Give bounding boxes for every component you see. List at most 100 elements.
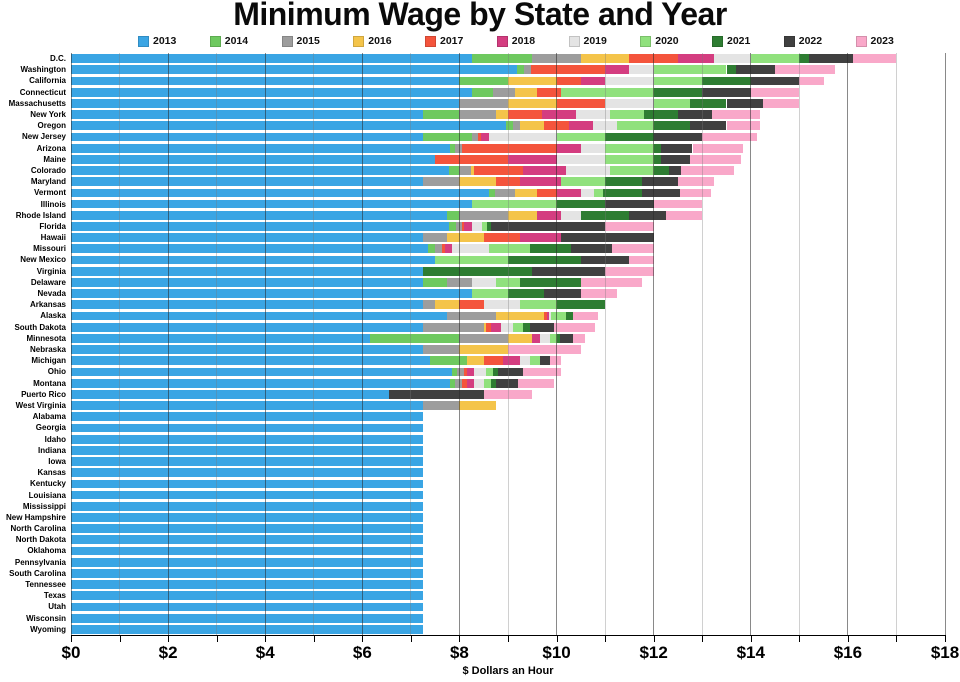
bar-segment-2018: [464, 222, 472, 231]
bar-segment-2021: [653, 87, 703, 97]
legend-label-2015: 2015: [296, 35, 320, 47]
bar-segment-2018: [444, 244, 453, 254]
legend-swatch-2019: [568, 35, 580, 47]
bar-row-washington: [71, 65, 945, 75]
bar-segment-2019: [500, 322, 513, 332]
bar-row-utah: [71, 602, 945, 612]
bar-segment-2017: [461, 143, 557, 153]
legend-item-2020: 2020: [640, 35, 679, 47]
bar-segment-2017: [459, 300, 484, 310]
bar-segment-2013: [71, 602, 424, 612]
bar-segment-2022: [571, 244, 613, 254]
gridline-15: [798, 53, 800, 635]
bar-segment-2014: [449, 222, 457, 231]
gridline-4: [264, 53, 266, 635]
bar-segment-2019: [575, 110, 610, 119]
bar-segment-2016: [520, 121, 545, 131]
bar-segment-2023: [605, 222, 654, 231]
bar-segment-2021: [690, 98, 727, 108]
bar-segment-2013: [71, 513, 424, 522]
bar-segment-2018: [520, 177, 562, 187]
legend-swatch-2013: [138, 35, 149, 47]
bar-segment-2023: [690, 154, 742, 164]
y-label-mississippi: Mississippi: [22, 501, 66, 511]
bar-segment-2019: [474, 378, 484, 388]
bar-segment-2020: [609, 110, 644, 119]
y-label-new-jersey: New Jersey: [21, 132, 66, 142]
gridline-5: [313, 53, 315, 635]
bar-segment-2013: [71, 434, 424, 444]
bar-segment-2021: [580, 210, 630, 220]
y-label-nebraska: Nebraska: [29, 345, 66, 354]
legend-label-2016: 2016: [368, 35, 392, 47]
bar-segment-2021: [556, 334, 561, 343]
bar-segment-2015: [423, 322, 484, 332]
gridline-1: [119, 53, 121, 635]
bar-segment-2023: [580, 289, 618, 299]
y-label-oregon: Oregon: [37, 121, 66, 131]
bar-row-vermont: [71, 188, 945, 198]
bar-segment-2020: [549, 334, 557, 343]
gridline-9: [507, 53, 509, 635]
bar-segment-2017: [556, 76, 581, 86]
bar-segment-2013: [71, 535, 424, 545]
y-label-west-virginia: West Virginia: [15, 400, 66, 410]
bar-row-maine: [71, 154, 945, 164]
x-tick-1: [119, 636, 121, 642]
gridline-12: [653, 53, 655, 635]
bar-segment-2022: [532, 266, 606, 276]
x-tick-label-16: $16: [833, 643, 863, 662]
x-tick-label-0: $0: [61, 643, 81, 662]
bar-segment-2013: [71, 423, 424, 433]
x-axis-line: [71, 635, 946, 637]
bar-segment-2013: [71, 87, 472, 97]
bar-row-west-virginia: [71, 401, 945, 410]
bar-segment-2021: [605, 177, 642, 187]
bar-segment-2013: [71, 356, 431, 366]
y-label-new-york: New York: [30, 109, 66, 119]
bar-segment-2016: [459, 177, 496, 187]
bar-row-alaska: [71, 311, 945, 321]
bar-segment-2021: [493, 367, 499, 377]
bar-segment-2018: [556, 188, 581, 198]
bar-segment-2013: [71, 591, 424, 601]
bar-segment-2015: [423, 345, 460, 354]
bar-segment-2015: [423, 233, 448, 243]
bar-segment-2020: [653, 98, 691, 108]
bar-segment-2013: [71, 468, 424, 478]
legend-item-2023: 2023: [855, 35, 894, 47]
bar-segment-2020: [481, 222, 487, 231]
legend-swatch-2018: [496, 35, 508, 47]
bar-segment-2013: [71, 580, 424, 590]
bar-segment-2019: [520, 356, 530, 366]
x-tick-16: [847, 636, 849, 642]
bar-segment-2023: [612, 244, 654, 254]
bar-segment-2015: [423, 401, 460, 410]
bar-segment-2019: [714, 54, 751, 63]
bar-segment-2018: [605, 65, 630, 75]
bar-segment-2022: [389, 389, 484, 399]
bar-segment-2013: [71, 389, 390, 399]
legend-label-2022: 2022: [798, 35, 823, 47]
y-label-new-hampshire: New Hampshire: [5, 512, 66, 522]
y-label-ohio: Ohio: [47, 367, 66, 377]
bar-row-missouri: [71, 244, 945, 254]
bar-segment-2022: [580, 255, 630, 265]
bar-segment-2014: [471, 54, 533, 63]
bar-segment-2020: [520, 300, 557, 310]
y-label-kansas: Kansas: [37, 468, 66, 478]
bar-segment-2022: [677, 110, 712, 119]
bar-segment-2016: [508, 334, 533, 343]
bar-row-maryland: [71, 177, 945, 187]
bar-segment-2019: [556, 154, 606, 164]
bar-row-indiana: [71, 445, 945, 455]
bar-segment-2023: [550, 356, 562, 366]
bar-segment-2023: [711, 110, 761, 119]
y-label-utah: Utah: [48, 602, 66, 612]
bar-segment-2021: [522, 322, 530, 332]
bar-segment-2022: [735, 65, 775, 75]
bar-row-michigan: [71, 356, 945, 366]
y-label-illinois: Illinois: [40, 199, 66, 209]
bar-row-oklahoma: [71, 546, 945, 556]
legend-item-2014: 2014: [209, 35, 248, 47]
